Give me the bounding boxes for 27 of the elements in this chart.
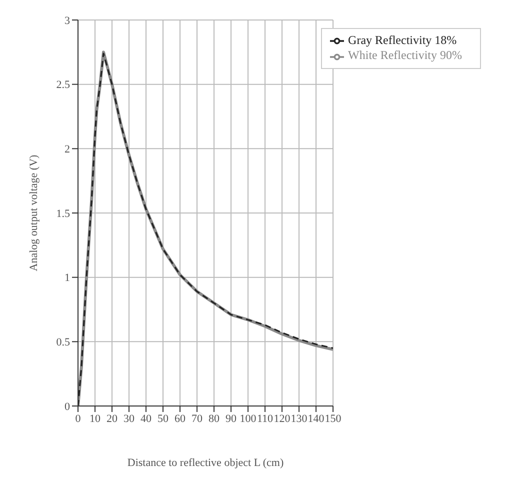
x-tick-label: 60: [174, 412, 186, 425]
x-tick-label: 20: [106, 412, 118, 425]
legend-label: White Reflectivity 90%: [348, 48, 462, 62]
legend-label: Gray Reflectivity 18%: [348, 33, 457, 47]
x-tick-label: 0: [75, 412, 82, 425]
x-tick-label: 50: [158, 412, 170, 425]
x-tick-label: 10: [90, 412, 101, 425]
y-tick-label: 3: [64, 14, 70, 27]
x-tick-label: 140: [308, 412, 325, 425]
x-tick-label: 130: [290, 412, 308, 425]
y-tick-label: 2: [64, 144, 70, 156]
x-axis-title: Distance to reflective object L (cm): [127, 457, 284, 469]
x-tick-label: 100: [240, 412, 257, 425]
x-tick-label: 90: [226, 412, 238, 425]
x-tick-label: 150: [324, 412, 342, 425]
y-tick-label: 1.5: [56, 208, 70, 220]
y-axis-title: Analog output voltage (V): [28, 154, 40, 272]
x-tick-label: 110: [256, 412, 274, 425]
x-tick-label: 120: [274, 412, 291, 425]
y-tick-label: 2.5: [56, 79, 70, 92]
x-tick-label: 70: [192, 412, 204, 425]
y-tick-label: 0: [64, 400, 70, 413]
y-tick-label: 0.5: [56, 336, 70, 349]
y-tick-label: 1: [64, 272, 70, 284]
x-tick-label: 40: [140, 412, 152, 425]
x-tick-label: 30: [124, 412, 136, 425]
x-tick-label: 80: [208, 412, 220, 425]
